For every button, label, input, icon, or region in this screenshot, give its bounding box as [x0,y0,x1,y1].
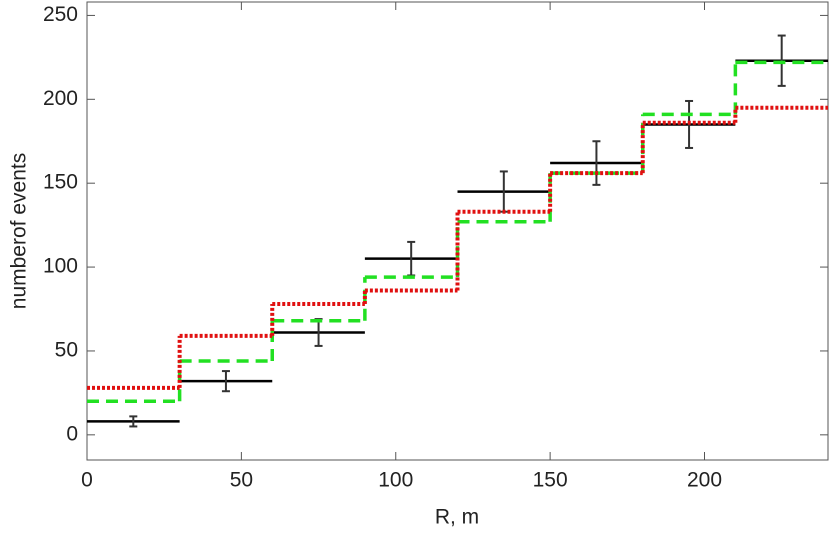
x-tick-label: 150 [533,469,568,492]
x-tick-label: 100 [378,469,413,492]
y-tick-label: 50 [55,338,78,361]
x-axis-label: R, m [435,506,479,529]
error-bar [129,415,138,428]
y-tick-label: 250 [43,3,78,26]
x-tick-label: 50 [230,469,253,492]
error-bar [221,370,230,393]
plot-frame [86,1,829,461]
y-tick-label: 150 [43,171,78,194]
x-tick-label: 0 [81,469,93,492]
error-bar [592,140,601,186]
x-tick-label: 200 [687,469,722,492]
y-tick-label: 0 [66,422,78,445]
y-axis-label: numberof events [8,153,31,309]
y-tick-label: 200 [43,87,78,110]
y-tick-label: 100 [43,255,78,278]
